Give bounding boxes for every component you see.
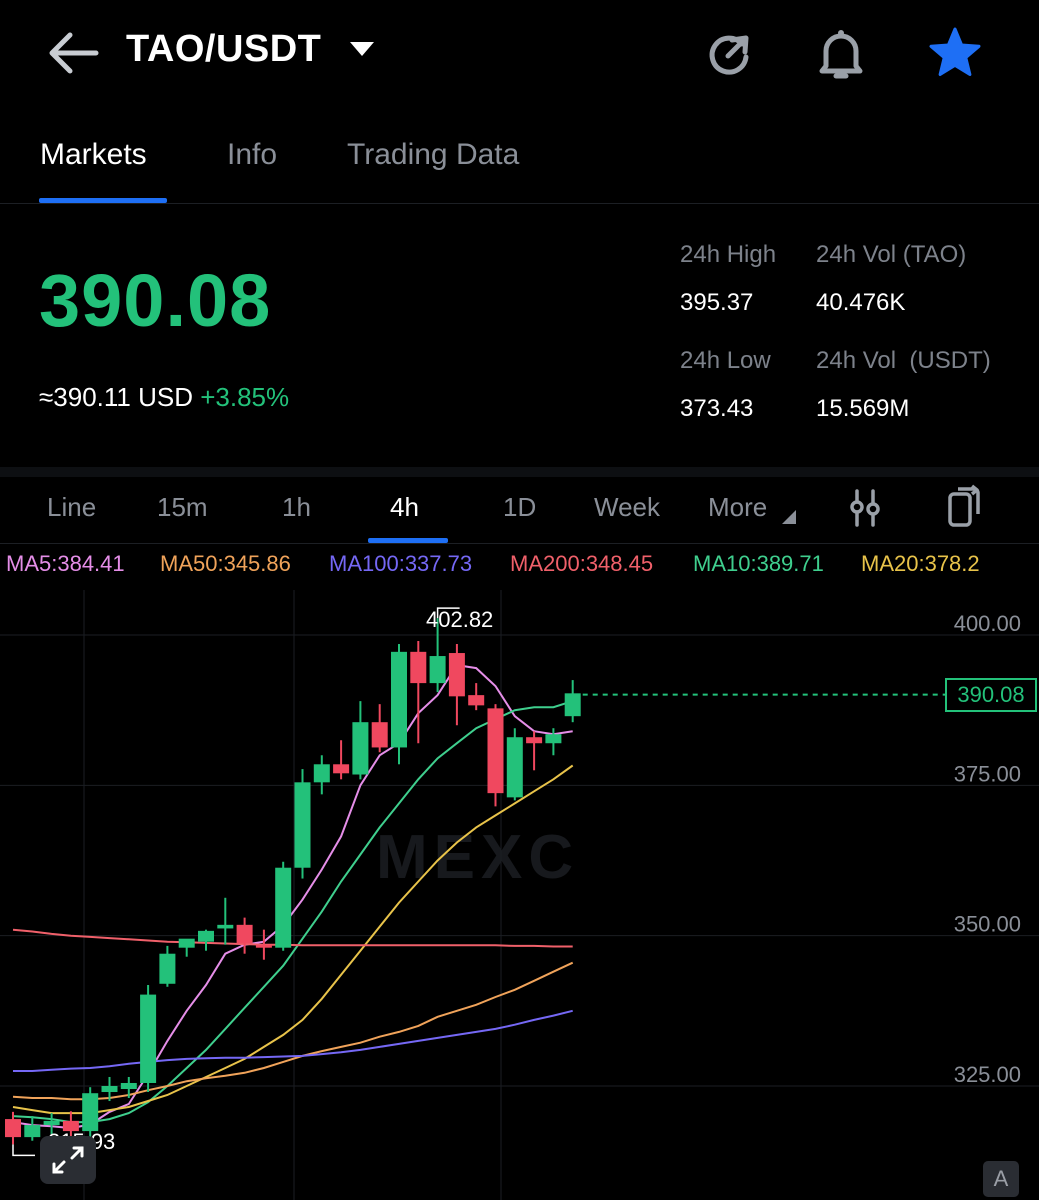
candle-body (545, 734, 562, 744)
ma50-line (12, 961, 574, 1101)
candle-body (178, 938, 195, 948)
tf-more[interactable]: More (708, 492, 768, 522)
candle-body (371, 722, 388, 748)
candle-body (506, 737, 523, 798)
indicator-settings-icon[interactable] (848, 488, 882, 528)
candle-body (391, 651, 407, 748)
ma200-legend: MA200:348.45 (510, 551, 654, 576)
ma50-legend: MA50:345.86 (160, 551, 291, 576)
ma10-line (12, 700, 574, 1124)
tabs-divider (0, 203, 1039, 204)
last-price: 390.08 (39, 259, 272, 342)
watermark: MEXC (376, 823, 580, 892)
back-arrow-icon[interactable] (46, 30, 100, 76)
tf-4h[interactable]: 4h (390, 492, 419, 522)
low-value: 373.43 (680, 395, 754, 422)
high-marker-label: 402.82 (426, 607, 494, 632)
candle-body (294, 782, 311, 868)
candlestick-chart[interactable]: 400.00 375.00 350.00 325.00 (0, 590, 1039, 1200)
high-label: 24h High (680, 241, 777, 268)
vol-usdt-value: 15.569M (816, 395, 910, 422)
expand-icon (52, 1146, 84, 1174)
tf-15m[interactable]: 15m (157, 492, 208, 522)
refresh-icon[interactable] (704, 30, 754, 80)
copy-trade-icon[interactable] (946, 484, 984, 528)
y-axis-tick-label: 325.00 (954, 1062, 1021, 1087)
more-corner-icon (782, 510, 796, 524)
ma5-legend: MA5:384.41 (6, 551, 125, 576)
y-axis-tick-label: 350.00 (954, 912, 1021, 937)
active-tab-indicator (39, 198, 167, 203)
tf-1h[interactable]: 1h (282, 492, 311, 522)
candle-body (5, 1119, 21, 1138)
tab-markets[interactable]: Markets (40, 138, 147, 171)
tf-line[interactable]: Line (47, 492, 97, 522)
y-axis-tick-label: 375.00 (954, 761, 1021, 786)
vol-usdt-label: 24h Vol (USDT) (816, 347, 991, 374)
candle-body (487, 708, 504, 794)
candle-body (43, 1120, 60, 1126)
candle-body (24, 1125, 41, 1138)
bell-icon[interactable] (816, 26, 866, 82)
candle-body (468, 695, 485, 706)
candle-body (217, 924, 234, 929)
candle-body (448, 653, 465, 697)
last-price-tag: 390.08 (945, 678, 1037, 712)
star-icon[interactable] (928, 26, 982, 80)
candle-body (333, 764, 350, 774)
expand-chart-button[interactable] (40, 1136, 96, 1184)
price-change: +3.85% (200, 382, 290, 412)
low-label: 24h Low (680, 347, 771, 374)
candle-body (275, 867, 292, 948)
candle-body (62, 1120, 79, 1132)
caret-down-icon[interactable] (350, 42, 374, 56)
timeframe-divider (0, 543, 1039, 544)
vol-tao-label: 24h Vol (TAO) (816, 241, 967, 268)
ma20-legend: MA20:378.2 (861, 551, 980, 576)
y-axis-tick-label: 400.00 (954, 611, 1021, 636)
ma5-line (12, 664, 573, 1130)
pair-title[interactable]: TAO/USDT (126, 28, 322, 70)
candle-body (255, 944, 272, 948)
high-marker-line (436, 607, 460, 619)
high-value: 395.37 (680, 289, 754, 316)
ma100-line (13, 1009, 573, 1072)
tab-trading-data[interactable]: Trading Data (347, 138, 520, 171)
candle-body (313, 764, 330, 783)
candle-body (410, 651, 427, 684)
candle-body (140, 994, 157, 1083)
ma10-legend: MA10:389.71 (693, 551, 824, 576)
ma20-line (12, 764, 574, 1115)
ma100-legend: MA100:337.73 (329, 551, 473, 576)
low-marker-line (12, 1144, 35, 1157)
section-divider (0, 467, 1039, 477)
tf-1d[interactable]: 1D (503, 492, 537, 522)
candle-body (198, 930, 214, 942)
candle-body (236, 924, 253, 944)
vol-tao-value: 40.476K (816, 289, 906, 316)
auto-scale-button[interactable]: A (983, 1161, 1019, 1197)
usd-value: ≈390.11 USD (39, 382, 193, 412)
candle-body (159, 953, 176, 984)
candle-body (564, 693, 581, 717)
candle-body (526, 737, 543, 744)
candle-body (101, 1086, 118, 1093)
tf-week[interactable]: Week (594, 492, 660, 522)
candle-body (120, 1082, 137, 1090)
candle-body (82, 1093, 99, 1132)
usd-value-line: ≈390.11 USD +3.85% (39, 382, 289, 413)
candle-body (352, 722, 369, 775)
active-timeframe-indicator (368, 538, 448, 543)
ma200-line (12, 928, 573, 948)
tab-info[interactable]: Info (227, 138, 278, 171)
candle-body (429, 656, 446, 684)
